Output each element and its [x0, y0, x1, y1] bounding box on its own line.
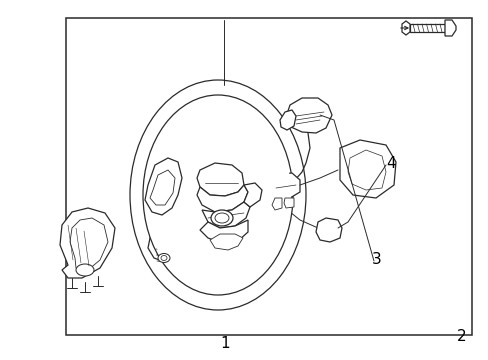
- Ellipse shape: [210, 210, 232, 226]
- FancyArrowPatch shape: [400, 26, 407, 30]
- Ellipse shape: [145, 97, 290, 293]
- Polygon shape: [209, 234, 243, 250]
- Polygon shape: [444, 20, 455, 36]
- Text: 1: 1: [220, 336, 229, 351]
- Polygon shape: [200, 220, 247, 243]
- Text: 2: 2: [456, 329, 466, 344]
- Polygon shape: [70, 218, 108, 270]
- Polygon shape: [269, 173, 299, 198]
- Polygon shape: [284, 198, 293, 208]
- Bar: [66, 18, 471, 335]
- Ellipse shape: [161, 256, 167, 261]
- Polygon shape: [339, 140, 395, 198]
- Polygon shape: [280, 110, 295, 130]
- Text: 4: 4: [386, 156, 395, 171]
- Polygon shape: [60, 208, 115, 278]
- Polygon shape: [145, 158, 182, 215]
- Polygon shape: [347, 150, 385, 190]
- Polygon shape: [271, 198, 282, 210]
- Polygon shape: [285, 98, 331, 133]
- Polygon shape: [197, 163, 244, 196]
- Polygon shape: [244, 183, 262, 207]
- Polygon shape: [148, 216, 187, 262]
- Ellipse shape: [142, 95, 292, 295]
- Polygon shape: [315, 218, 341, 242]
- Polygon shape: [150, 170, 175, 205]
- Text: 3: 3: [371, 252, 381, 267]
- Ellipse shape: [215, 213, 228, 223]
- Ellipse shape: [130, 80, 305, 310]
- Polygon shape: [409, 24, 444, 32]
- Polygon shape: [197, 185, 247, 212]
- Polygon shape: [202, 202, 249, 228]
- Ellipse shape: [158, 253, 170, 262]
- Ellipse shape: [76, 264, 94, 276]
- Polygon shape: [401, 21, 409, 35]
